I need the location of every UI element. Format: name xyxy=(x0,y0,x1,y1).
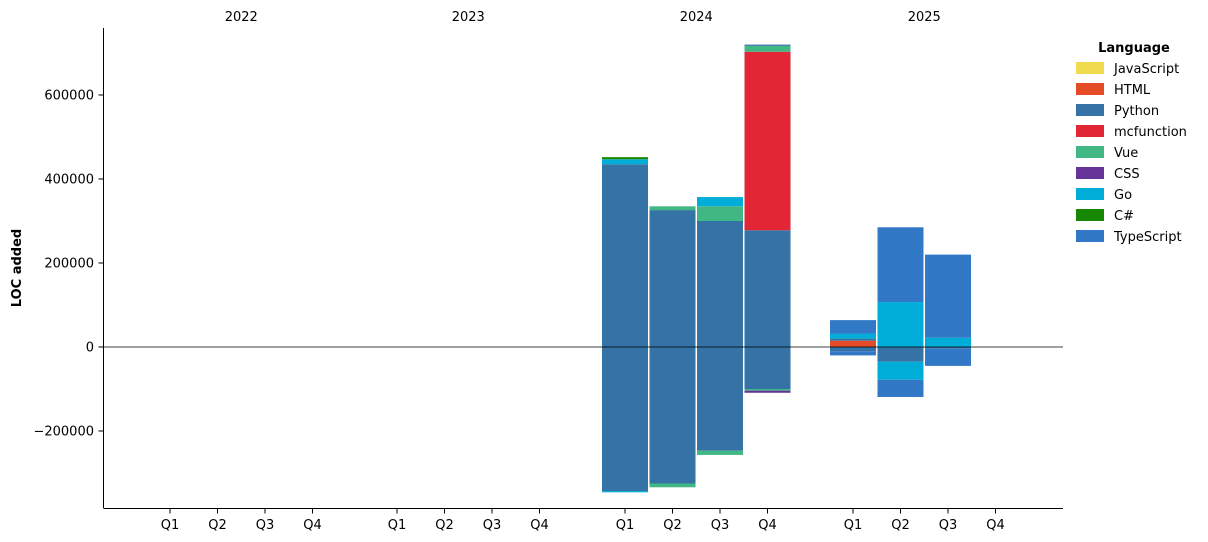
legend-swatch xyxy=(1076,104,1104,116)
bar-segment xyxy=(877,227,924,303)
legend-swatch xyxy=(1076,146,1104,158)
bar-segment xyxy=(649,347,696,484)
bar-segment xyxy=(697,221,743,347)
x-tick-label: Q1 xyxy=(844,518,863,533)
y-tick-label: −200000 xyxy=(33,425,94,440)
bar-segment xyxy=(744,44,791,46)
x-tick-label: Q3 xyxy=(711,518,730,533)
legend-swatch xyxy=(1076,125,1104,137)
bar-segment xyxy=(744,45,791,52)
legend-swatch xyxy=(1076,83,1104,95)
x-tick-label: Q4 xyxy=(303,518,322,533)
bar-segment xyxy=(925,337,971,347)
legend-swatch xyxy=(1076,230,1104,242)
legend-swatch xyxy=(1076,188,1104,200)
x-tick-label: Q3 xyxy=(256,518,275,533)
x-tick-label: Q4 xyxy=(530,518,549,533)
bar-segment xyxy=(877,379,924,397)
x-ticks: Q1 Q2 Q3 Q4 Q1 Q2 Q3 Q4 Q1 Q2 Q3 Q4 Q1 Q2 Q3 Q4 xyxy=(161,508,1005,533)
x-tick-label: Q2 xyxy=(891,518,910,533)
bar-segment xyxy=(925,347,971,349)
legend-label: C# xyxy=(1114,209,1134,224)
bar-segment xyxy=(830,351,876,356)
x-tick-label: Q2 xyxy=(435,518,454,533)
bar-segment xyxy=(602,164,648,347)
y-axis-label: LOC added xyxy=(10,229,25,307)
x-tick-label: Q1 xyxy=(616,518,635,533)
legend-swatch xyxy=(1076,62,1104,74)
bar-segment xyxy=(602,159,648,165)
bar-segment xyxy=(925,254,971,338)
legend-label: Python xyxy=(1114,104,1159,119)
legend-label: CSS xyxy=(1114,167,1140,182)
bar-segment xyxy=(744,390,791,393)
year-labels: 2022 2023 2024 2025 xyxy=(225,10,941,25)
bar-segment xyxy=(697,347,743,451)
bar-segment xyxy=(649,483,696,488)
bar-segment xyxy=(877,302,924,347)
bar-segment xyxy=(649,206,696,211)
year-label: 2023 xyxy=(452,10,485,25)
bar-segment xyxy=(830,320,876,334)
year-label: 2025 xyxy=(908,10,941,25)
x-tick-label: Q4 xyxy=(758,518,777,533)
legend-label: JavaScript xyxy=(1113,62,1179,77)
bar-segment xyxy=(697,450,743,455)
bar-segment xyxy=(697,197,743,207)
year-label: 2024 xyxy=(680,10,713,25)
legend-label: HTML xyxy=(1114,83,1151,98)
y-tick-label: 0 xyxy=(86,341,94,356)
y-tick-label: 200000 xyxy=(44,257,94,272)
bar-segment xyxy=(602,491,648,493)
bar-segment xyxy=(744,347,791,389)
bar-segment xyxy=(830,347,876,352)
bar-segment xyxy=(697,206,743,221)
bar-segment xyxy=(744,230,791,347)
bar-segment xyxy=(925,348,971,366)
legend: Language JavaScript HTML Python mcfunction V… xyxy=(1076,41,1187,245)
bar-segment xyxy=(744,51,791,231)
legend-label: Go xyxy=(1114,188,1132,203)
bar-segment xyxy=(649,210,696,347)
bar-segment xyxy=(877,361,924,380)
y-tick-label: 600000 xyxy=(44,89,94,104)
x-tick-label: Q1 xyxy=(161,518,180,533)
y-tick-label: 400000 xyxy=(44,173,94,188)
legend-label: Vue xyxy=(1114,146,1138,161)
x-tick-label: Q3 xyxy=(939,518,958,533)
x-tick-label: Q1 xyxy=(388,518,407,533)
x-tick-label: Q3 xyxy=(483,518,502,533)
x-tick-label: Q4 xyxy=(986,518,1005,533)
legend-label: mcfunction xyxy=(1114,125,1187,140)
bar-segment xyxy=(877,347,924,362)
y-ticks: −200000 0 200000 400000 600000 xyxy=(33,89,104,440)
bar-segment xyxy=(602,347,648,492)
year-label: 2022 xyxy=(225,10,258,25)
bar-segment xyxy=(830,340,876,347)
bar-segment xyxy=(744,389,791,391)
bars-layer xyxy=(602,44,971,493)
bar-segment xyxy=(830,338,876,341)
x-tick-label: Q2 xyxy=(208,518,227,533)
x-tick-label: Q2 xyxy=(663,518,682,533)
bar-segment xyxy=(602,157,648,160)
legend-swatch xyxy=(1076,209,1104,221)
legend-swatch xyxy=(1076,167,1104,179)
bar-segment xyxy=(830,333,876,339)
legend-title: Language xyxy=(1098,41,1170,56)
legend-label: TypeScript xyxy=(1113,230,1182,245)
